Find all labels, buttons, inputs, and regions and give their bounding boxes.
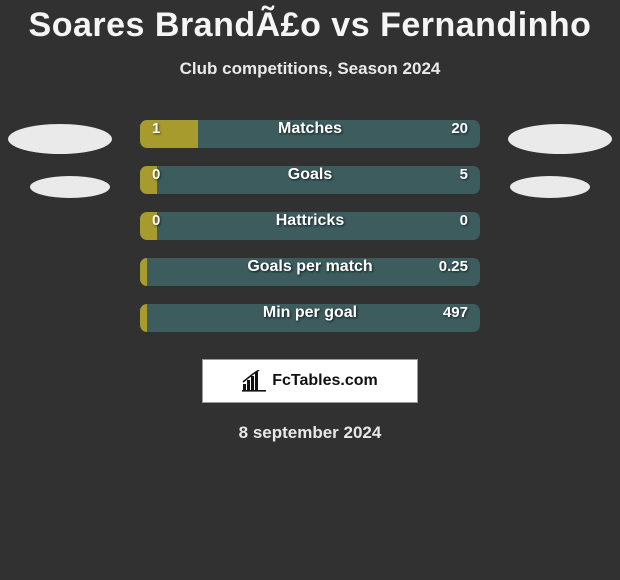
subtitle: Club competitions, Season 2024	[0, 59, 620, 79]
page-title: Soares BrandÃ£o vs Fernandinho	[0, 0, 620, 45]
bar-right-segment	[157, 166, 480, 194]
player-photo-placeholder	[510, 176, 590, 198]
stat-bar: Hattricks00	[140, 212, 480, 240]
player-photo-placeholder	[8, 124, 112, 154]
stat-bar: Min per goal497	[140, 304, 480, 332]
bar-left-segment	[140, 304, 147, 332]
bar-right-segment	[147, 258, 480, 286]
player-photo-placeholder	[508, 124, 612, 154]
bar-right-segment	[198, 120, 480, 148]
bar-right-segment	[157, 212, 480, 240]
player-photo-placeholder	[30, 176, 110, 198]
stat-row: Goals per match0.25	[0, 249, 620, 295]
stat-bar: Goals per match0.25	[140, 258, 480, 286]
stat-bar: Goals05	[140, 166, 480, 194]
comparison-chart: Matches120 Goals05 Hattricks00 Goals per ma…	[0, 111, 620, 341]
bar-right-segment	[147, 304, 480, 332]
stat-row: Hattricks00	[0, 203, 620, 249]
badge-text: FcTables.com	[272, 372, 378, 390]
bar-chart-icon	[242, 370, 266, 392]
bar-left-segment	[140, 166, 157, 194]
bar-left-segment	[140, 258, 147, 286]
stat-row: Min per goal497	[0, 295, 620, 341]
source-badge: FcTables.com	[202, 359, 418, 403]
date-text: 8 september 2024	[0, 423, 620, 443]
bar-left-segment	[140, 212, 157, 240]
bar-left-segment	[140, 120, 198, 148]
stat-bar: Matches120	[140, 120, 480, 148]
